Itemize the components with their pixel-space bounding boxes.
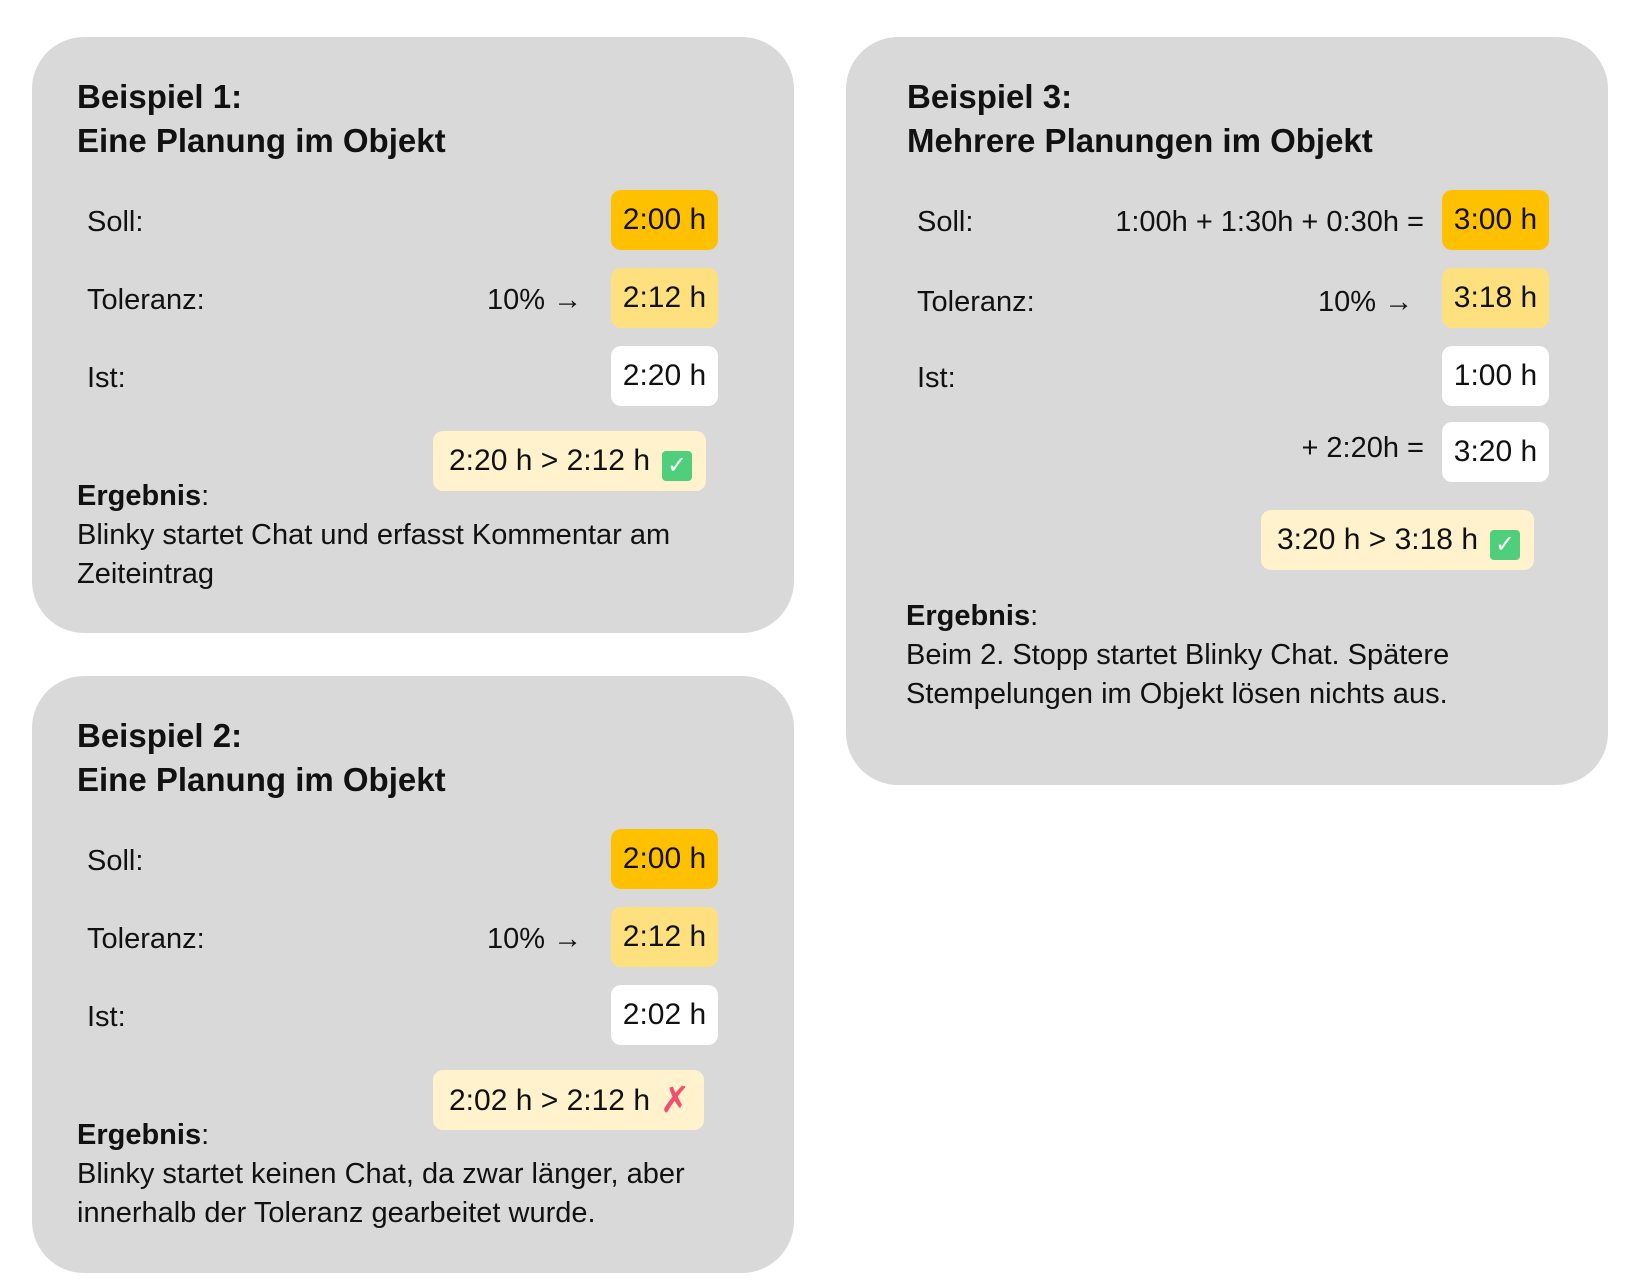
toleranz-percent: 10% → <box>487 923 583 955</box>
cross-mark-icon: ✗ <box>660 1079 691 1120</box>
comparison-result: 2:02 h > 2:12 h ✗ <box>433 1070 705 1130</box>
ist-total: 3:20 h <box>1442 422 1549 482</box>
toleranz-percent: 10% → <box>487 284 583 316</box>
example-3-card: Beispiel 3: Mehrere Planungen im Objekt S… <box>846 37 1608 785</box>
result-heading: Ergebnis <box>77 480 202 512</box>
ist-label: Ist: <box>87 1001 126 1033</box>
title-line: Mehrere Planungen im Objekt <box>907 122 1373 159</box>
example-2-card: Beispiel 2: Eine Planung im Objekt Soll: … <box>32 676 794 1273</box>
title-line: Beispiel 2: <box>77 717 243 754</box>
check-mark-icon: ✓ <box>1490 530 1521 560</box>
comparison-text: 2:20 h > 2:12 h <box>449 444 651 477</box>
result-heading: Ergebnis <box>906 600 1031 632</box>
ist-label: Ist: <box>917 362 956 394</box>
soll-label: Soll: <box>87 206 144 238</box>
soll-label: Soll: <box>87 845 144 877</box>
soll-value: 2:00 h <box>611 190 718 250</box>
example-3-title: Beispiel 3: Mehrere Planungen im Objekt <box>907 75 1373 163</box>
soll-value: 2:00 h <box>611 829 718 889</box>
title-line: Beispiel 1: <box>77 78 243 115</box>
result-description: Ergebnis: Blinky startet Chat und erfasst… <box>77 480 671 590</box>
title-line: Beispiel 3: <box>907 78 1073 115</box>
result-text: Blinky startet keinen Chat, da zwar läng… <box>77 1158 685 1229</box>
result-description: Ergebnis: Blinky startet keinen Chat, da … <box>77 1119 685 1229</box>
comparison-text: 2:02 h > 2:12 h <box>449 1084 651 1117</box>
result-heading: Ergebnis <box>77 1119 202 1151</box>
toleranz-label: Toleranz: <box>87 923 205 955</box>
example-1-card: Beispiel 1: Eine Planung im Objekt Soll: … <box>32 37 794 633</box>
toleranz-value: 3:18 h <box>1442 268 1549 328</box>
toleranz-label: Toleranz: <box>917 286 1035 318</box>
soll-label: Soll: <box>917 206 974 238</box>
toleranz-label: Toleranz: <box>87 284 205 316</box>
ist-value: 2:20 h <box>611 346 718 406</box>
soll-value: 3:00 h <box>1442 190 1549 250</box>
result-text: Blinky startet Chat und erfasst Kommenta… <box>77 519 671 590</box>
toleranz-value: 2:12 h <box>611 907 718 967</box>
example-2-title: Beispiel 2: Eine Planung im Objekt <box>77 714 446 802</box>
soll-sum: 1:00h + 1:30h + 0:30h = <box>1115 206 1424 238</box>
ist-value: 1:00 h <box>1442 346 1549 406</box>
ist-label: Ist: <box>87 362 126 394</box>
comparison-result: 2:20 h > 2:12 h ✓ <box>433 431 707 491</box>
ist-value: 2:02 h <box>611 985 718 1045</box>
check-mark-icon: ✓ <box>662 451 693 481</box>
title-line: Eine Planung im Objekt <box>77 761 446 798</box>
comparison-result: 3:20 h > 3:18 h ✓ <box>1261 510 1535 570</box>
ist-addition: + 2:20h = <box>1301 432 1424 464</box>
result-description: Ergebnis: Beim 2. Stopp startet Blinky Ch… <box>906 600 1450 710</box>
toleranz-percent: 10% → <box>1318 286 1414 318</box>
comparison-text: 3:20 h > 3:18 h <box>1277 523 1479 556</box>
example-1-title: Beispiel 1: Eine Planung im Objekt <box>77 75 446 163</box>
result-text: Beim 2. Stopp startet Blinky Chat. Späte… <box>906 639 1450 710</box>
toleranz-value: 2:12 h <box>611 268 718 328</box>
title-line: Eine Planung im Objekt <box>77 122 446 159</box>
